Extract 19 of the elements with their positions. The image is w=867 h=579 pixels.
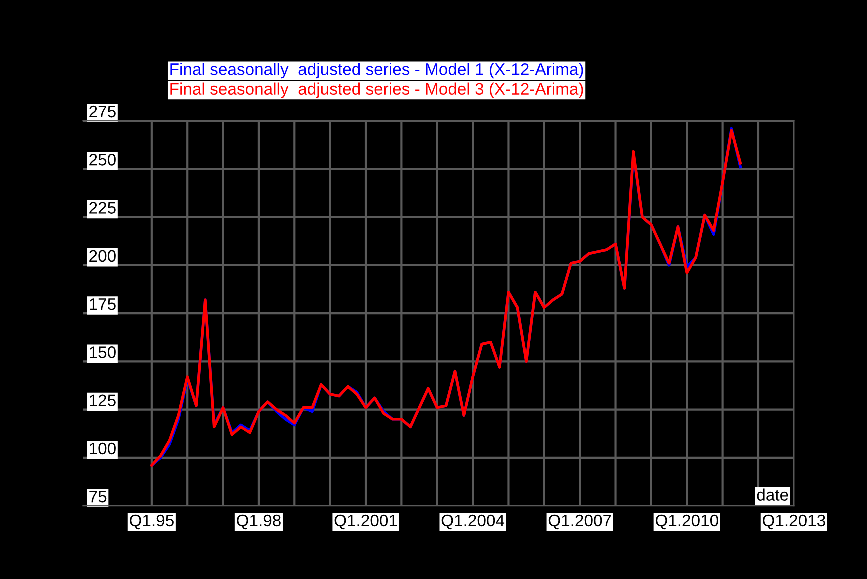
y-tick-label: 100 (90, 442, 116, 455)
x-tick-label: Q1.2004 (442, 514, 505, 530)
y-tick-label: 275 (90, 106, 116, 118)
x-tick-label: Q1.95 (130, 514, 174, 530)
x-tick-label: Q1.2010 (656, 514, 718, 530)
x-tick-label: Q1.98 (237, 514, 281, 530)
y-tick-label: 75 (90, 491, 107, 503)
x-axis-title: date (757, 488, 788, 501)
y-tick-label: 150 (90, 346, 116, 358)
x-tick-label: Q1.2013 (762, 514, 826, 530)
text: Final seasonally adjusted series - Model 1 (X-12-Arima) (170, 63, 584, 79)
y-tick-label: 175 (90, 298, 116, 310)
y-tick-label: 250 (90, 154, 116, 166)
text: Final seasonally adjusted series - Model 3 (X-12-Arima) (170, 82, 584, 98)
x-tick-label: Q1.2001 (334, 514, 398, 530)
x-tick-label: Q1.2007 (548, 514, 612, 530)
y-tick-label: 125 (90, 394, 116, 406)
y-tick-label: 200 (90, 250, 116, 262)
y-tick-label: 225 (90, 202, 116, 214)
